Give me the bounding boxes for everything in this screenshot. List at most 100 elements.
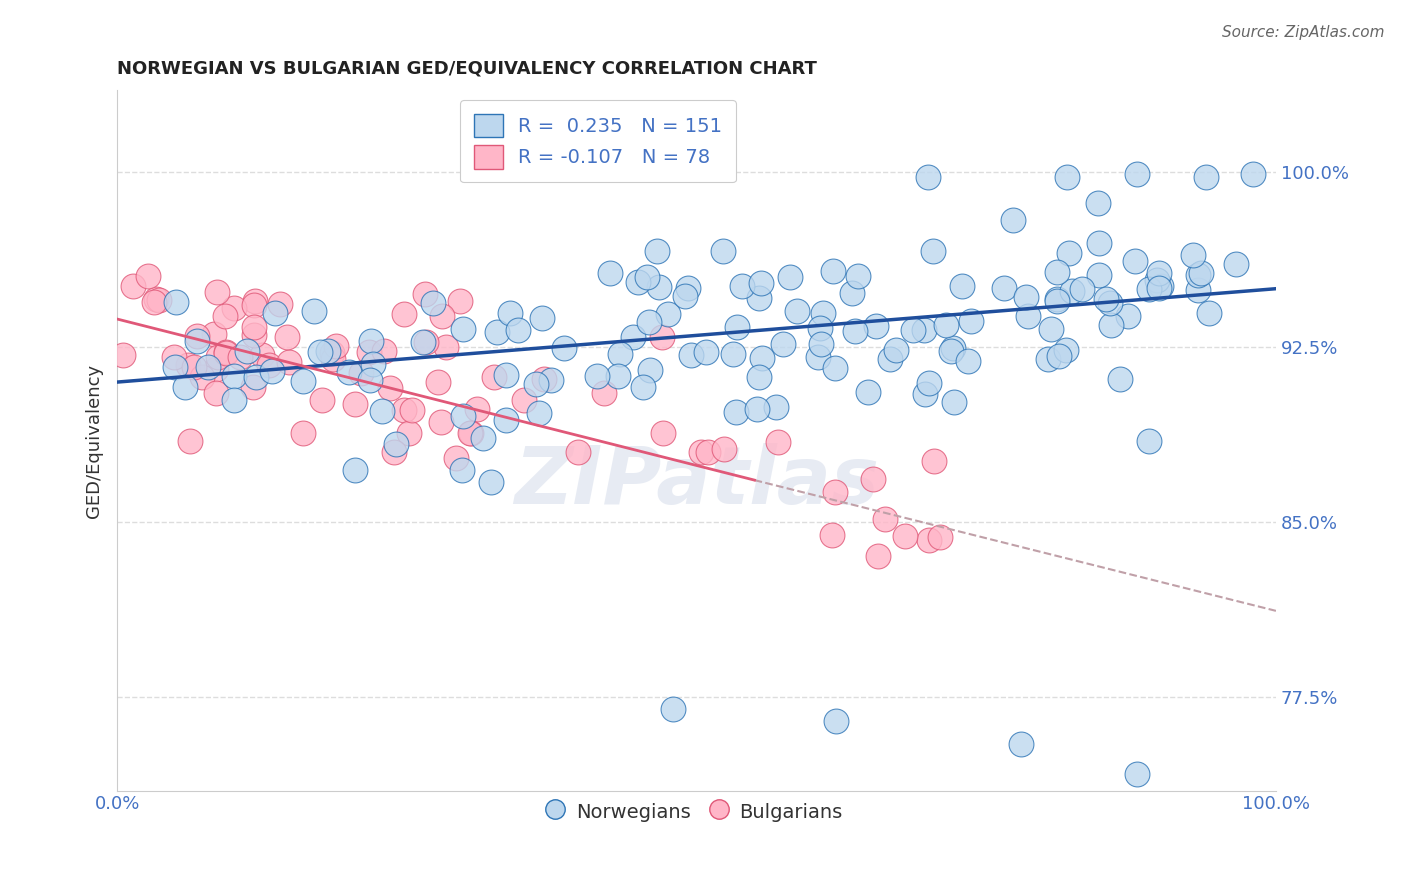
Point — [412, 334, 434, 349]
Point — [264, 306, 287, 320]
Point — [485, 325, 508, 339]
Point — [398, 425, 420, 440]
Point — [359, 345, 381, 359]
Point — [929, 530, 952, 544]
Point — [917, 169, 939, 184]
Point — [824, 361, 846, 376]
Text: NORWEGIAN VS BULGARIAN GED/EQUIVALENCY CORRELATION CHART: NORWEGIAN VS BULGARIAN GED/EQUIVALENCY C… — [117, 60, 817, 78]
Point — [506, 323, 529, 337]
Point — [325, 339, 347, 353]
Point — [242, 379, 264, 393]
Point — [451, 463, 474, 477]
Point — [1116, 309, 1139, 323]
Point — [392, 402, 415, 417]
Point — [1001, 213, 1024, 227]
Point — [640, 363, 662, 377]
Point — [530, 311, 553, 326]
Point — [322, 352, 344, 367]
Point — [242, 328, 264, 343]
Point — [1123, 254, 1146, 268]
Point — [1094, 292, 1116, 306]
Point — [465, 402, 488, 417]
Point — [1137, 282, 1160, 296]
Point — [609, 347, 631, 361]
Point — [205, 362, 228, 376]
Point — [257, 358, 280, 372]
Point — [673, 289, 696, 303]
Point — [567, 445, 589, 459]
Point — [901, 323, 924, 337]
Point — [652, 425, 675, 440]
Point — [725, 320, 748, 334]
Point — [893, 529, 915, 543]
Point — [222, 301, 245, 316]
Point — [636, 270, 658, 285]
Point — [749, 276, 772, 290]
Point — [242, 298, 264, 312]
Point — [918, 533, 941, 547]
Point — [657, 307, 679, 321]
Point — [748, 291, 770, 305]
Point — [879, 352, 901, 367]
Point — [844, 324, 866, 338]
Point — [1241, 167, 1264, 181]
Point — [621, 330, 644, 344]
Point — [865, 319, 887, 334]
Point — [824, 485, 846, 500]
Point — [269, 297, 291, 311]
Point — [430, 415, 453, 429]
Point — [1099, 318, 1122, 332]
Point — [1198, 306, 1220, 320]
Point — [922, 454, 945, 468]
Point — [337, 365, 360, 379]
Point — [260, 364, 283, 378]
Point — [821, 528, 844, 542]
Point — [841, 285, 863, 300]
Point — [1126, 167, 1149, 181]
Point — [321, 346, 343, 360]
Point — [922, 244, 945, 258]
Point — [360, 334, 382, 349]
Point — [359, 373, 381, 387]
Point — [939, 343, 962, 358]
Point — [183, 360, 205, 375]
Point — [513, 393, 536, 408]
Point — [245, 294, 267, 309]
Point — [540, 373, 562, 387]
Point — [918, 376, 941, 391]
Point — [444, 451, 467, 466]
Point — [638, 315, 661, 329]
Point — [627, 275, 650, 289]
Point — [631, 380, 654, 394]
Point — [499, 306, 522, 320]
Point — [173, 380, 195, 394]
Point — [186, 334, 208, 348]
Point — [950, 279, 973, 293]
Point — [243, 320, 266, 334]
Point — [697, 445, 720, 459]
Point — [553, 341, 575, 355]
Point — [586, 368, 609, 383]
Point — [1181, 248, 1204, 262]
Point — [593, 386, 616, 401]
Text: ZIPatlas: ZIPatlas — [515, 443, 879, 522]
Point — [207, 285, 229, 300]
Point — [912, 323, 935, 337]
Point — [401, 402, 423, 417]
Point — [186, 329, 208, 343]
Point — [215, 346, 238, 360]
Point — [413, 287, 436, 301]
Point — [363, 357, 385, 371]
Point — [529, 406, 551, 420]
Point — [711, 244, 734, 259]
Point — [316, 343, 339, 358]
Point — [766, 435, 789, 450]
Point — [343, 462, 366, 476]
Point — [811, 306, 834, 320]
Point — [380, 381, 402, 395]
Point — [197, 360, 219, 375]
Point — [725, 405, 748, 419]
Point — [772, 337, 794, 351]
Point — [451, 322, 474, 336]
Point — [236, 344, 259, 359]
